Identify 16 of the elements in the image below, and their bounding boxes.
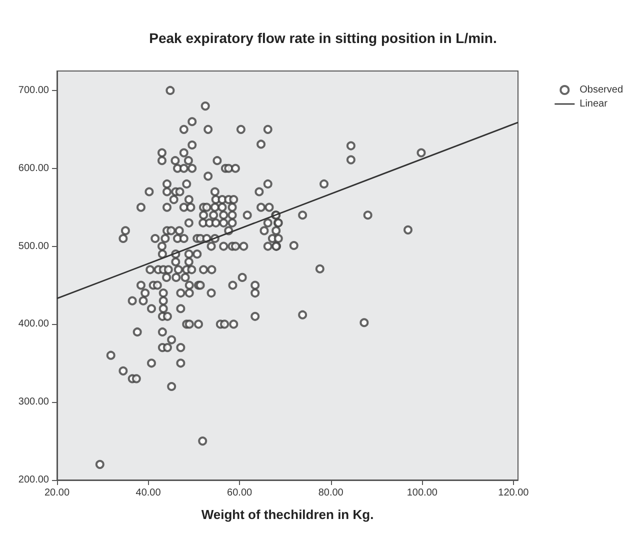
y-tick-label: 300.00	[18, 396, 50, 408]
x-tick-label: 60.00	[227, 488, 253, 498]
x-tick-label: 40.00	[136, 488, 162, 498]
y-tick-label: 400.00	[18, 318, 50, 330]
x-axis-title: Weight of thechildren in Kg.	[201, 507, 374, 522]
x-tick-label: 100.00	[406, 488, 438, 498]
x-tick-label: 120.00	[498, 488, 530, 498]
legend-label: Observed	[580, 84, 624, 96]
legend-label: Linear	[580, 98, 608, 110]
y-tick-label: 500.00	[18, 240, 50, 252]
y-tick-label: 700.00	[18, 84, 50, 96]
x-tick-label: 80.00	[318, 488, 344, 498]
chart-title: Peak expiratory flow rate in sitting position in L/min.	[149, 30, 497, 46]
y-tick-label: 200.00	[18, 474, 50, 486]
x-tick-label: 20.00	[44, 488, 70, 498]
y-tick-label: 600.00	[18, 162, 50, 174]
